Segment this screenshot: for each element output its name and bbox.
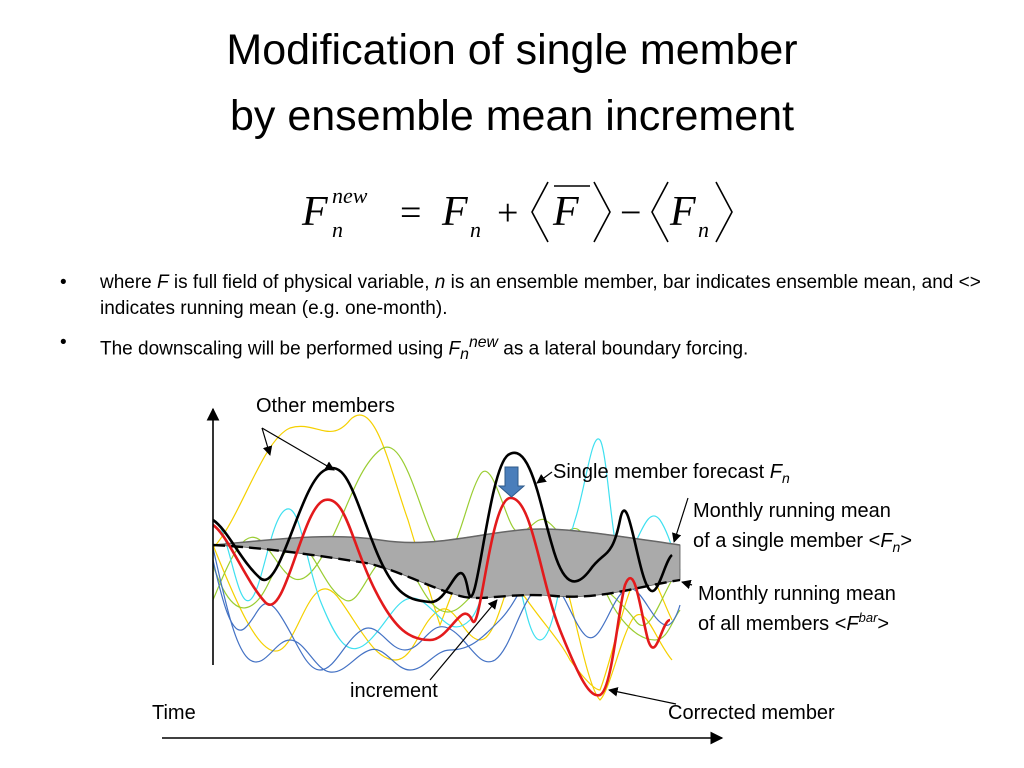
other-members-pointer-1 bbox=[261, 427, 273, 456]
bullet2-var-sup: new bbox=[468, 334, 498, 351]
ensemble-diagram: Other members Single member forecast Fn … bbox=[152, 395, 912, 745]
running-mean-all-members bbox=[212, 543, 681, 600]
bullet-marker: • bbox=[60, 272, 67, 293]
other-member-blue-2 bbox=[212, 547, 551, 673]
bullet2-var-f: F bbox=[448, 338, 461, 360]
formula-minus: − bbox=[620, 192, 641, 234]
bullet2-text-2: as a lateral boundary forcing. bbox=[497, 338, 749, 360]
increment-arrow-icon bbox=[497, 466, 526, 498]
bullet1-var-n: n bbox=[434, 272, 446, 293]
bullet-item-definitions: • where F is full field of physical vari… bbox=[60, 270, 990, 322]
monthly-all-pointer bbox=[681, 579, 693, 590]
label-monthly-all-l1: Monthly running mean bbox=[698, 583, 896, 605]
single-member-forecast-line bbox=[212, 451, 673, 604]
formula-t3-f: F bbox=[669, 189, 696, 235]
bullet-item-downscaling: • The downscaling will be performed usin… bbox=[60, 330, 990, 368]
formula-right-angle-1 bbox=[593, 181, 611, 243]
corrected-member-line bbox=[212, 496, 671, 697]
bullet2-text-1: The downscaling will be performed using bbox=[100, 338, 449, 360]
bullet-list: • where F is full field of physical vari… bbox=[60, 270, 990, 376]
page-title-line2: by ensemble mean increment bbox=[229, 92, 795, 140]
corrected-member-pointer bbox=[608, 687, 677, 705]
label-increment: increment bbox=[350, 680, 438, 702]
formula-equals: = bbox=[400, 192, 421, 234]
formula-right-angle-2 bbox=[715, 181, 733, 243]
formula-plus: + bbox=[497, 192, 518, 234]
formula-left-angle-2 bbox=[651, 181, 669, 243]
label-monthly-single-l2: of a single member <Fn> bbox=[693, 530, 912, 555]
monthly-single-pointer bbox=[672, 497, 689, 543]
page-title-line1: Modification of single member bbox=[226, 26, 798, 74]
other-members-pointer-2 bbox=[261, 427, 335, 471]
label-corrected-member: Corrected member bbox=[668, 702, 835, 724]
label-single-member-forecast: Single member forecast Fn bbox=[553, 461, 790, 486]
formula-lhs-f: F bbox=[301, 189, 328, 235]
label-other-members: Other members bbox=[256, 395, 395, 417]
label-monthly-single-l1: Monthly running mean bbox=[693, 500, 891, 522]
formula-t1-f: F bbox=[441, 189, 468, 235]
formula-left-angle-1 bbox=[531, 181, 549, 243]
label-monthly-all-l2: of all members <Fbar> bbox=[698, 610, 889, 635]
formula-t1-sub: n bbox=[470, 217, 481, 242]
other-member-yellow-2 bbox=[212, 531, 673, 701]
increment-pointer bbox=[429, 599, 498, 681]
formula-t2-f: F bbox=[552, 189, 579, 235]
label-time: Time bbox=[152, 702, 196, 724]
bullet1-text-2: is full field of physical variable, bbox=[168, 272, 435, 293]
formula-t3-sub: n bbox=[698, 217, 709, 242]
bullet-marker: • bbox=[60, 332, 67, 353]
bullet1-var-f: F bbox=[157, 272, 169, 293]
bullet1-text-3: is an ensemble member, bar indicates ens… bbox=[100, 272, 981, 319]
increment-formula: F new n = F n + F − F n bbox=[301, 181, 733, 243]
formula-lhs-sub: n bbox=[332, 217, 343, 242]
single-member-pointer bbox=[536, 471, 553, 484]
running-mean-single-member bbox=[212, 528, 681, 546]
bullet2-var-sub: n bbox=[460, 346, 469, 364]
formula-lhs-sup: new bbox=[332, 183, 368, 208]
bullet1-text-1: where bbox=[100, 272, 158, 293]
